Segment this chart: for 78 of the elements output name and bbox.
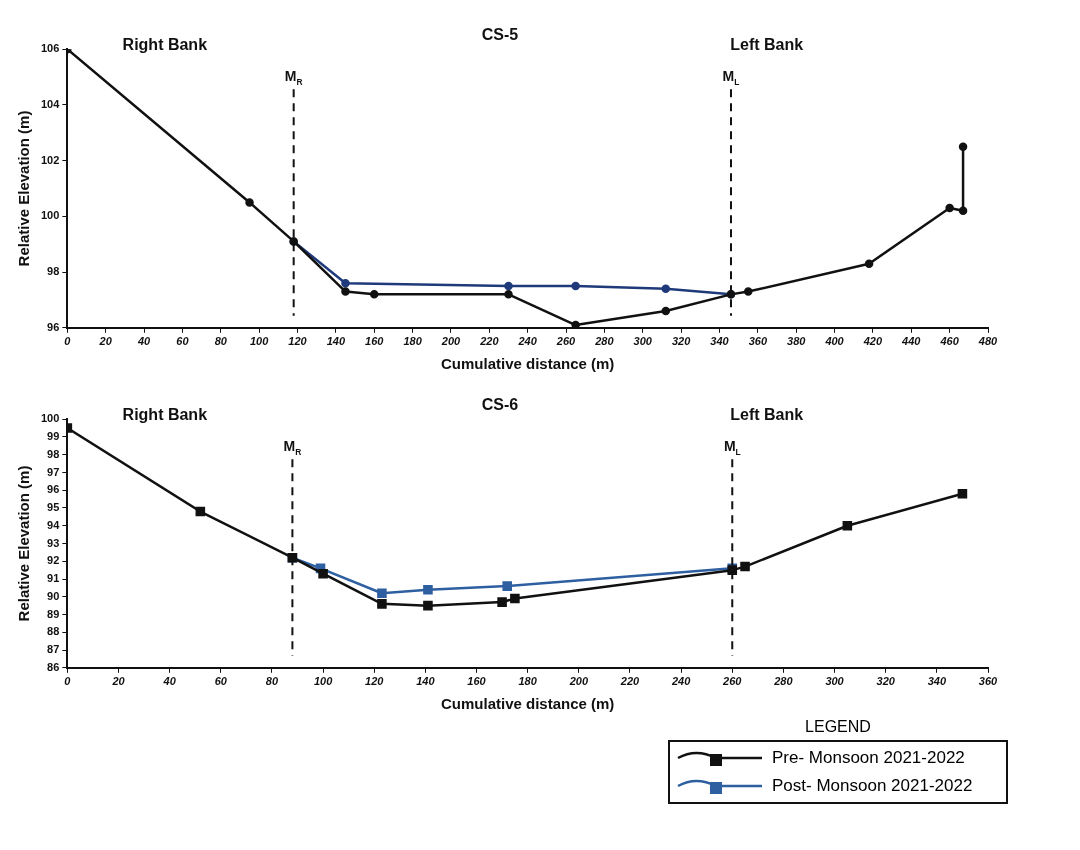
x-tick-label: 240 bbox=[670, 675, 692, 688]
y-tick-label: 96 bbox=[47, 483, 60, 496]
y-tick-label: 104 bbox=[40, 97, 61, 110]
x-tick-label: 220 bbox=[619, 675, 641, 688]
y-tick-label: 86 bbox=[47, 660, 60, 673]
annotation: Right Bank bbox=[122, 35, 208, 53]
x-tick-label: 260 bbox=[722, 675, 743, 688]
x-tick-label: 240 bbox=[517, 335, 538, 348]
x-tick-label: 300 bbox=[633, 335, 653, 348]
x-tick-label: 280 bbox=[773, 675, 794, 688]
x-tick-label: 140 bbox=[326, 335, 346, 348]
x-tick-label: 60 bbox=[176, 335, 190, 348]
x-tick-label: 320 bbox=[671, 335, 692, 348]
annotation: Right Bank bbox=[122, 405, 208, 423]
x-tick-label: 200 bbox=[568, 675, 589, 688]
x-tick-label: 260 bbox=[555, 335, 577, 348]
x-tick-label: 140 bbox=[416, 675, 436, 688]
y-tick-label: 100 bbox=[40, 412, 60, 425]
y-tick-label: 95 bbox=[47, 501, 60, 514]
x-tick-label: 80 bbox=[265, 675, 279, 688]
x-tick-label: 360 bbox=[748, 335, 768, 348]
y-tick-label: 90 bbox=[47, 589, 60, 602]
x-tick-label: 40 bbox=[136, 335, 152, 348]
annotation: Left Bank bbox=[730, 405, 804, 423]
y-tick-label: 100 bbox=[40, 209, 60, 222]
x-tick-label: 120 bbox=[365, 675, 385, 688]
x-tick-label: 20 bbox=[98, 335, 113, 348]
y-tick-label: 93 bbox=[47, 536, 60, 549]
x-tick-label: 380 bbox=[787, 335, 807, 348]
y-tick-label: 106 bbox=[40, 42, 60, 55]
x-tick-label: 200 bbox=[440, 335, 462, 348]
x-tick-label: 480 bbox=[977, 335, 999, 348]
y-tick-label: 89 bbox=[47, 607, 60, 620]
legend-label: Post- Monsoon 2021-2022 bbox=[772, 776, 973, 796]
x-tick-label: 0 bbox=[64, 675, 72, 688]
y-tick-label: 87 bbox=[47, 643, 60, 656]
x-tick-label: 460 bbox=[939, 335, 960, 348]
x-tick-label: 180 bbox=[403, 335, 423, 348]
y-tick-label: 92 bbox=[47, 554, 60, 567]
legend-label: Pre- Monsoon 2021-2022 bbox=[772, 748, 965, 768]
x-tick-label: 340 bbox=[710, 335, 730, 348]
x-tick-label: 100 bbox=[313, 675, 334, 688]
x-tick-label: 120 bbox=[288, 335, 308, 348]
y-axis-title: Relative Elevation (m) bbox=[15, 110, 33, 267]
chart-title: CS-6 bbox=[481, 396, 519, 414]
x-tick-label: 440 bbox=[901, 335, 922, 348]
chart-title: CS-5 bbox=[481, 26, 519, 44]
y-tick-label: 102 bbox=[40, 153, 60, 166]
y-tick-label: 97 bbox=[47, 465, 60, 478]
x-axis-title: Cumulative distance (m) bbox=[440, 355, 615, 373]
x-axis-title: Cumulative distance (m) bbox=[440, 695, 615, 713]
y-tick-label: 94 bbox=[47, 518, 61, 531]
x-tick-label: 80 bbox=[214, 335, 228, 348]
x-tick-label: 400 bbox=[824, 335, 845, 348]
legend-title: LEGEND bbox=[804, 718, 872, 736]
y-axis-title: Relative Elevation (m) bbox=[15, 465, 33, 622]
x-tick-label: 40 bbox=[162, 675, 177, 688]
x-tick-label: 300 bbox=[825, 675, 845, 688]
x-tick-label: 0 bbox=[64, 335, 72, 348]
y-tick-label: 88 bbox=[47, 625, 60, 638]
x-tick-label: 180 bbox=[518, 675, 538, 688]
y-tick-label: 98 bbox=[47, 447, 60, 460]
x-tick-label: 360 bbox=[978, 675, 999, 688]
x-tick-label: 280 bbox=[594, 335, 615, 348]
x-tick-label: 160 bbox=[365, 335, 385, 348]
y-tick-label: 91 bbox=[47, 572, 60, 585]
x-tick-label: 60 bbox=[214, 675, 228, 688]
x-tick-label: 100 bbox=[249, 335, 270, 348]
y-tick-label: 98 bbox=[47, 265, 60, 278]
y-tick-label: 99 bbox=[47, 429, 60, 442]
y-tick-label: 96 bbox=[47, 320, 60, 333]
x-tick-label: 160 bbox=[467, 675, 487, 688]
annotation: Left Bank bbox=[730, 35, 804, 53]
x-tick-label: 20 bbox=[111, 675, 126, 688]
x-tick-label: 340 bbox=[927, 675, 947, 688]
x-tick-label: 320 bbox=[876, 675, 896, 688]
x-tick-label: 220 bbox=[479, 335, 500, 348]
x-tick-label: 420 bbox=[862, 335, 883, 348]
